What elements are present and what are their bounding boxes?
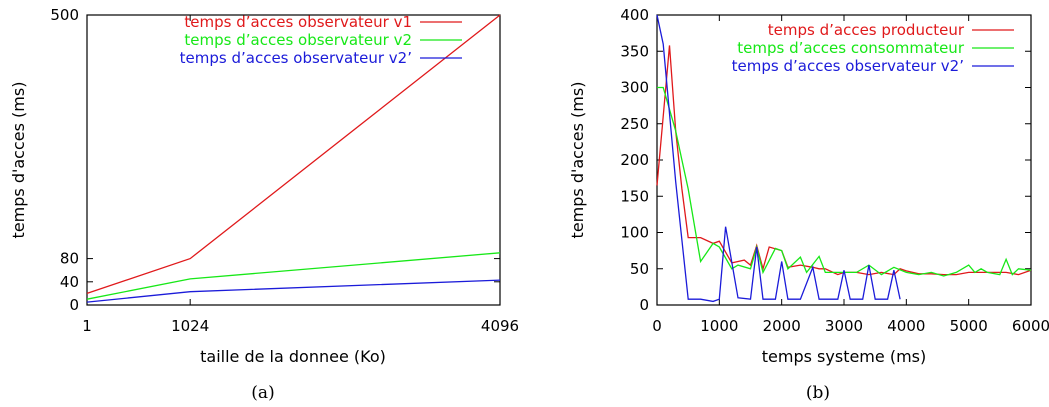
- y-tick-label-a-2: 80: [60, 250, 79, 268]
- y-tick-label-b-6: 300: [620, 79, 649, 97]
- series-line-b-1: [657, 86, 1032, 277]
- chart-panel-b: 0 1000 2000 3000 4000 5000 6000 0 50 100 150 200 250…: [568, 6, 1049, 403]
- x-axis-label-a: taille de la donnee (Ko): [200, 347, 386, 366]
- x-tick-label-b-1: 1000: [700, 317, 738, 335]
- legend-label-a-0: temps d’acces observateur v1: [184, 13, 412, 31]
- x-tick-label-b-2: 2000: [763, 317, 801, 335]
- caption-b: (b): [806, 383, 830, 403]
- x-axis-label-b: temps systeme (ms): [762, 347, 926, 366]
- x-tick-label-b-6: 6000: [1012, 317, 1049, 335]
- caption-a: (a): [251, 383, 274, 403]
- x-tick-label-b-0: 0: [652, 317, 662, 335]
- ticks-b: 0 1000 2000 3000 4000 5000 6000 0 50 100 150 200 250…: [620, 6, 1049, 335]
- y-tick-label-b-2: 100: [620, 224, 649, 242]
- chart-panel-a: 1 1024 4096 0 40 80 500 temps d’acces observat…: [9, 6, 519, 403]
- series-lines-b: [656, 14, 1032, 303]
- y-tick-label-b-8: 400: [620, 6, 649, 24]
- series-line-b-0: [656, 45, 1032, 276]
- x-tick-label-b-5: 5000: [950, 317, 988, 335]
- series-line-a-0: [86, 14, 501, 295]
- plot-frame-a: [86, 14, 501, 306]
- y-axis-label-a: temps d'acces (ms): [9, 82, 28, 239]
- x-tick-label-b-3: 3000: [825, 317, 863, 335]
- series-line-a-2: [86, 279, 501, 303]
- y-axis-label-b: temps d'acces (ms): [568, 82, 587, 239]
- legend-label-b-1: temps d’acces consommateur: [737, 39, 965, 57]
- y-tick-label-b-0: 0: [639, 296, 649, 314]
- y-tick-label-b-7: 350: [620, 42, 649, 60]
- y-tick-label-b-1: 50: [630, 260, 649, 278]
- x-tick-label-b-4: 4000: [887, 317, 925, 335]
- legend-label-b-2: temps d’acces observateur v2’: [732, 57, 964, 75]
- x-tick-label-a-1: 1024: [171, 317, 209, 335]
- series-lines-a: [86, 14, 501, 303]
- y-tick-label-a-3: 500: [50, 6, 79, 24]
- series-line-a-1: [86, 252, 501, 300]
- x-tick-label-a-0: 1: [82, 317, 92, 335]
- legend-label-b-0: temps d’acces producteur: [768, 21, 965, 39]
- y-tick-label-b-3: 150: [620, 187, 649, 205]
- ticks-a: 1 1024 4096 0 40 80 500: [50, 6, 519, 335]
- y-tick-label-b-5: 250: [620, 115, 649, 133]
- series-line-b-2: [656, 14, 901, 303]
- y-tick-label-a-1: 40: [60, 273, 79, 291]
- y-tick-label-b-4: 200: [620, 151, 649, 169]
- x-tick-label-a-2: 4096: [481, 317, 519, 335]
- y-tick-label-a-0: 0: [69, 296, 79, 314]
- legend-label-a-1: temps d’acces observateur v2: [184, 31, 412, 49]
- legend-label-a-2: temps d’acces observateur v2’: [180, 49, 412, 67]
